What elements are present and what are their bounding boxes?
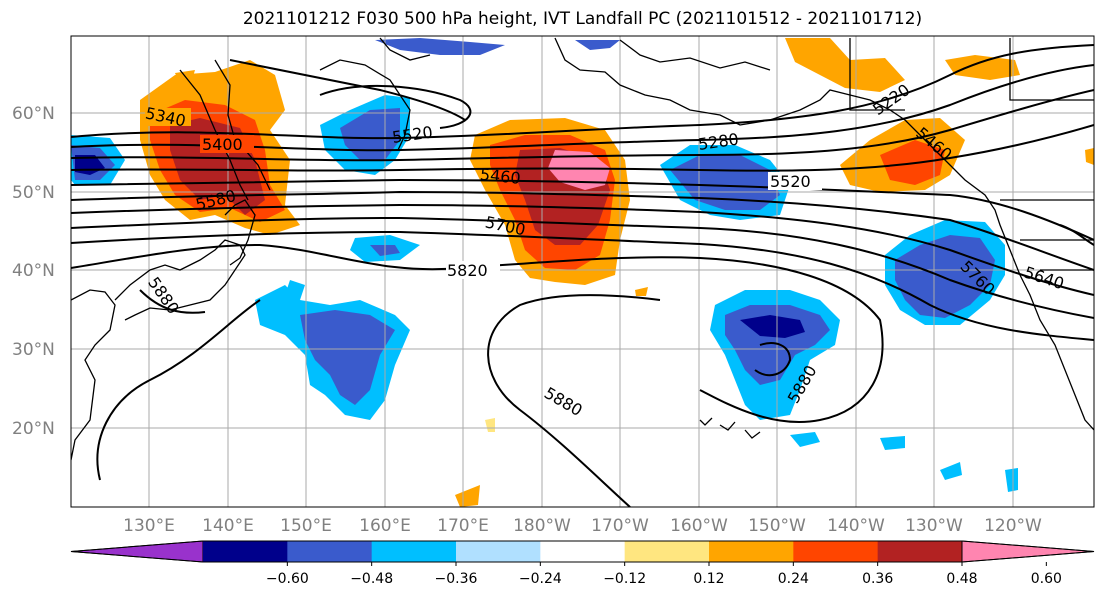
lat-label: 20°N [12, 419, 55, 439]
ivt-shading [71, 38, 1094, 507]
colorbar-tick-label: −0.48 [350, 571, 393, 587]
colorbar-tick-label: 0.48 [946, 571, 977, 587]
lon-label: 150°E [280, 516, 332, 536]
colorbar-segment [793, 541, 879, 562]
colorbar-tick-label: −0.24 [519, 571, 562, 587]
lat-label: 50°N [12, 183, 55, 203]
colorbar-extend-max [961, 540, 1095, 563]
colorbar-segment [456, 541, 541, 562]
latitude-labels: 60°N 50°N 40°N 30°N 20°N [12, 104, 55, 439]
lon-label: 180°W [513, 516, 571, 536]
colorbar-segment [287, 541, 373, 562]
colorbar-labels: −0.60 −0.48 −0.36 −0.24 −0.12 0.12 0.24 0.36 0.4… [266, 562, 1062, 587]
lat-label: 40°N [12, 261, 55, 281]
colorbar-segment [877, 541, 963, 562]
lon-label: 130°W [905, 516, 963, 536]
colorbar-tick-label: 0.24 [778, 571, 809, 587]
colorbar [70, 540, 1095, 563]
colorbar-tick-label: −0.60 [266, 571, 309, 587]
lat-label: 60°N [12, 104, 55, 124]
lon-label: 120°W [984, 516, 1042, 536]
lon-label: 160°E [359, 516, 411, 536]
colorbar-extend-min [70, 540, 204, 563]
contour-label: 5460 [479, 165, 521, 188]
contour-label: 5400 [202, 135, 243, 154]
colorbar-segment [203, 541, 288, 562]
contour-label: 5520 [770, 172, 811, 191]
colorbar-tick-label: −0.36 [435, 571, 478, 587]
lon-label: 170°E [437, 516, 489, 536]
lat-label: 30°N [12, 340, 55, 360]
map-title: 2021101212 F030 500 hPa height, IVT Land… [242, 9, 923, 29]
lon-label: 150°W [748, 516, 806, 536]
colorbar-tick-label: 0.12 [693, 571, 724, 587]
colorbar-segment [371, 541, 457, 562]
colorbar-tick-label: 0.60 [1031, 571, 1062, 587]
height-contours [71, 44, 1094, 507]
colorbar-segment [709, 541, 794, 562]
contour-label: 5820 [447, 261, 488, 280]
colorbar-segment [624, 541, 710, 562]
longitude-labels: 130°E 140°E 150°E 160°E 170°E 180°W 170°… [123, 516, 1042, 536]
colorbar-frame [70, 540, 1095, 563]
colorbar-segment [540, 541, 626, 562]
lon-label: 130°E [123, 516, 175, 536]
lon-label: 170°W [591, 516, 649, 536]
lon-label: 140°E [202, 516, 254, 536]
lon-label: 140°W [827, 516, 885, 536]
plot-frame [70, 35, 1095, 508]
colorbar-tick-label: −0.12 [603, 571, 646, 587]
lon-label: 160°W [670, 516, 728, 536]
colorbar-tick-label: 0.36 [862, 571, 893, 587]
